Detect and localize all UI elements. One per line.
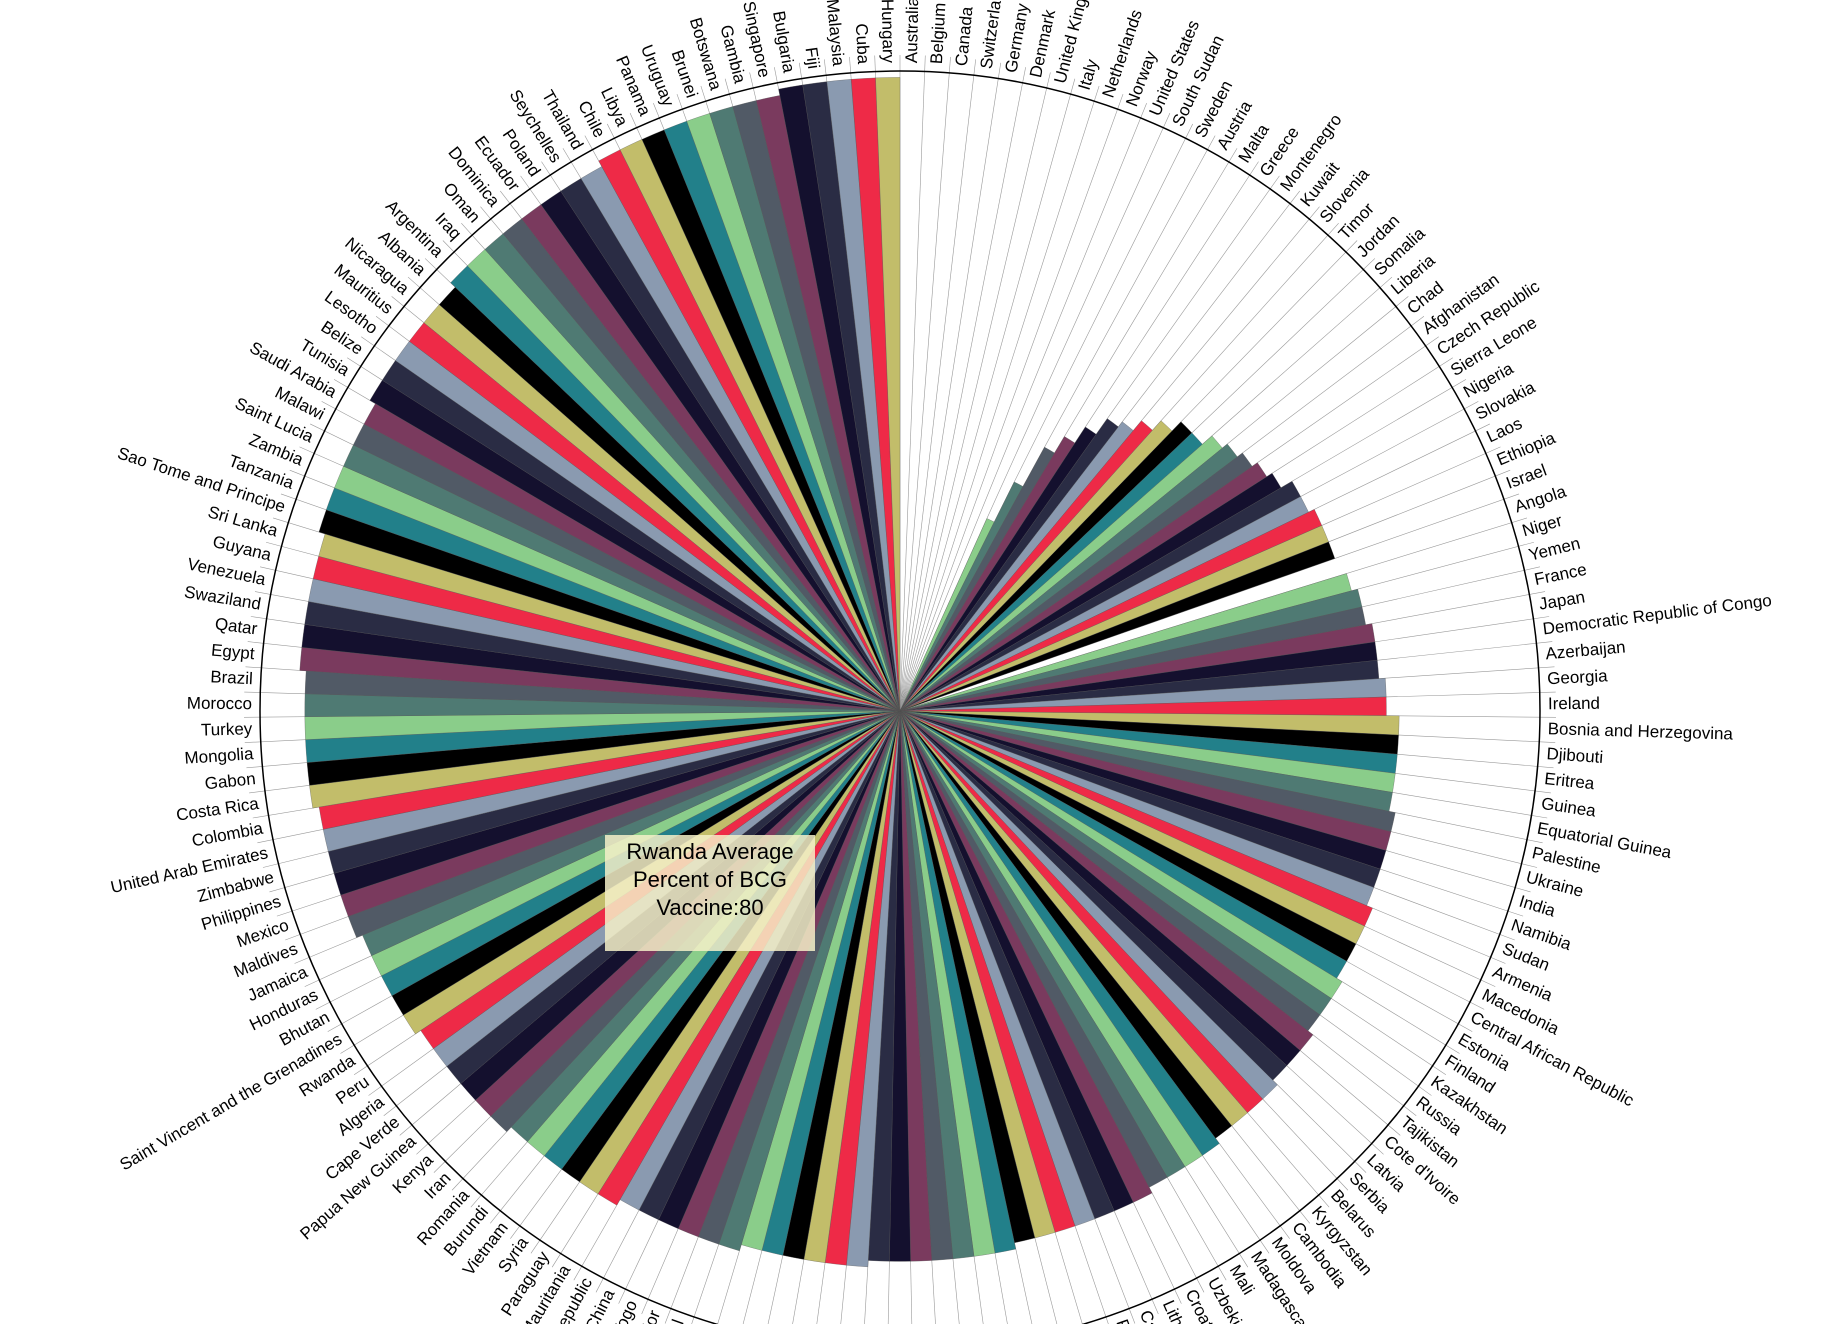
category-label: Australia — [902, 0, 922, 63]
category-label: Mongolia — [184, 744, 255, 768]
spoke — [899, 56, 951, 712]
category-label: Costa Rica — [175, 794, 261, 825]
spoke — [899, 67, 1026, 712]
category-label: Belgium — [927, 2, 950, 64]
tooltip-line: Rwanda Average — [626, 839, 793, 864]
category-label: Gabon — [204, 769, 257, 793]
category-label: Ireland — [1548, 694, 1600, 714]
category-label: Hungary — [878, 0, 898, 64]
category-label: Egypt — [210, 641, 255, 664]
spoke — [899, 93, 1124, 712]
category-label: Morocco — [187, 694, 252, 714]
category-label: India — [1517, 892, 1558, 921]
spoke — [899, 59, 976, 712]
category-label: Pakistan — [1112, 1317, 1152, 1324]
tooltip-box — [605, 835, 815, 951]
category-label: Fiji — [802, 46, 824, 70]
tooltip-line: Vaccine:80 — [656, 895, 763, 920]
category-label: France — [1533, 560, 1589, 589]
category-label: Nepal — [655, 1317, 688, 1324]
spoke — [899, 62, 1002, 712]
bar — [899, 541, 1336, 712]
category-label: Azerbaijan — [1545, 637, 1627, 663]
category-label: Eritrea — [1543, 769, 1595, 793]
category-label: Bulgaria — [769, 9, 799, 74]
spoke — [899, 85, 1100, 712]
category-label: Malaysia — [823, 0, 848, 67]
bar — [875, 77, 901, 712]
category-label: Brazil — [210, 667, 253, 688]
category-label: Qatar — [214, 614, 259, 638]
category-label: Italy — [1075, 57, 1102, 93]
tooltip-line: Percent of BCG — [633, 867, 787, 892]
category-label: Yemen — [1527, 534, 1582, 565]
category-label: Niger — [1520, 511, 1565, 541]
category-label: Swaziland — [183, 582, 263, 613]
category-label: Saint Vincent and the Grenadines — [117, 1030, 346, 1175]
category-label: Turkey — [201, 719, 253, 739]
spoke — [899, 78, 1076, 712]
category-label: Bosnia and Herzegovina — [1547, 719, 1733, 743]
category-label: Guinea — [1540, 794, 1598, 821]
spoke — [899, 103, 1147, 712]
category-label: Djibouti — [1546, 744, 1604, 767]
category-label: Canada — [952, 5, 977, 67]
tooltip: Rwanda Average Percent of BCG Vaccine:80 — [605, 835, 815, 951]
spoke — [899, 72, 1051, 712]
outer-ring — [259, 70, 1541, 1324]
category-label: Georgia — [1547, 666, 1609, 688]
spoke — [899, 55, 926, 712]
category-label: Cuba — [852, 23, 873, 65]
bars — [244, 55, 1556, 1324]
